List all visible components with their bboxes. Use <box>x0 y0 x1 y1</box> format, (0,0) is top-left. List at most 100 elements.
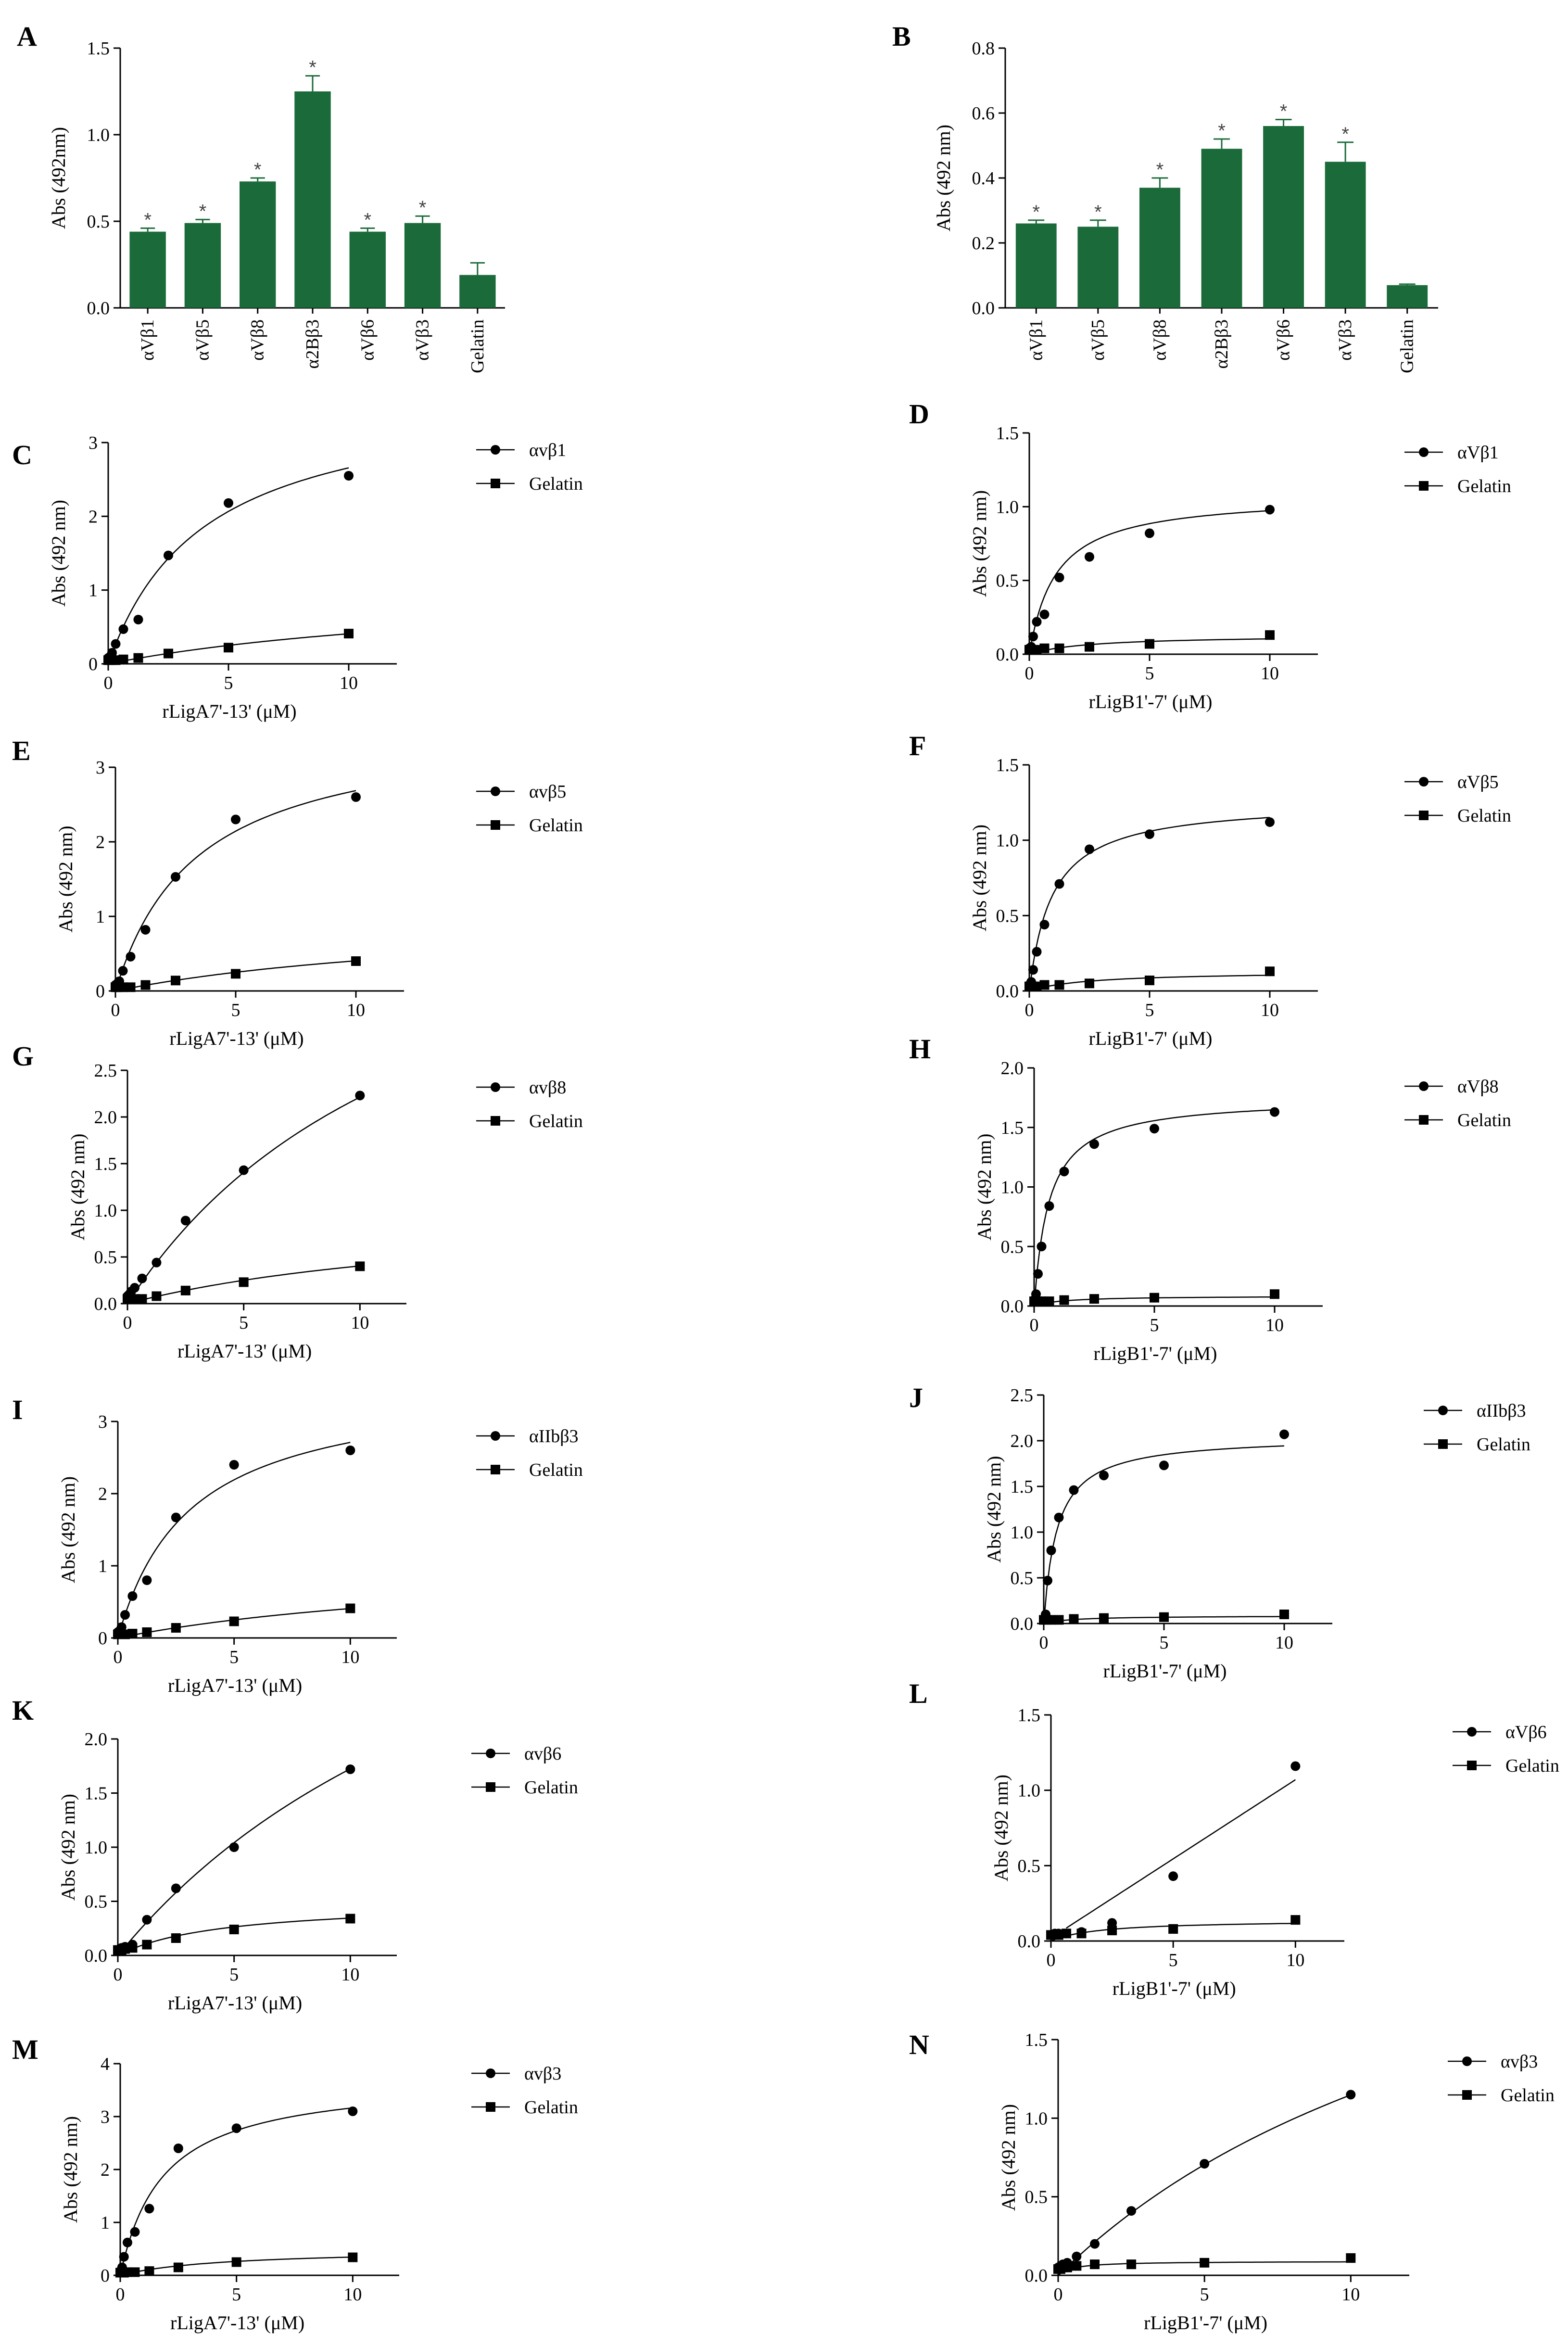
bar <box>404 223 441 308</box>
data-point <box>140 925 151 935</box>
data-point <box>1099 1471 1109 1481</box>
legend-label: Gelatin <box>1477 1434 1530 1455</box>
data-point <box>344 471 354 481</box>
y-tick-label: 1.0 <box>1011 1522 1034 1543</box>
data-point <box>1069 1485 1079 1495</box>
x-tick-label: αVβ1 <box>138 319 158 361</box>
legend-label: Gelatin <box>1457 476 1511 496</box>
legend-label: αvβ5 <box>529 782 566 802</box>
y-tick-label: 1.0 <box>94 1201 117 1221</box>
legend-marker <box>491 1465 500 1474</box>
y-tick-label: 2.0 <box>94 1107 117 1128</box>
data-point <box>118 624 128 634</box>
data-point <box>1054 1615 1064 1625</box>
y-tick-label: 0.5 <box>1018 1856 1041 1876</box>
data-point <box>1159 1460 1169 1471</box>
series-gelatin: Gelatin <box>123 1111 583 1305</box>
legend-label: Gelatin <box>529 474 583 494</box>
data-point <box>1279 1610 1289 1619</box>
x-tick-label: 10 <box>1261 663 1279 684</box>
x-tick-label: 10 <box>1341 2284 1360 2305</box>
data-point <box>130 2227 140 2237</box>
legend-marker <box>491 820 500 830</box>
binding-curve-panel-l: L 0.0 0.5 1.0 1.5 0 5 10 rLigB1'-7' (μM) Abs (492… <box>909 1678 1559 1999</box>
legend-marker <box>1419 811 1429 820</box>
y-tick-label: 0.2 <box>972 233 995 254</box>
significance-star: * <box>419 197 427 218</box>
data-point <box>1145 976 1154 986</box>
y-axis-label: Abs (492 nm) <box>55 825 76 932</box>
x-tick-label: 5 <box>224 673 233 693</box>
x-axis-label: rLigA7'-13' (μM) <box>162 700 296 722</box>
data-point <box>1089 1294 1099 1304</box>
binding-curve-panel-g: G 0.0 0.5 1.0 1.5 2.0 2.5 0 5 10 rLigA7'-13' (μM) A… <box>12 1040 583 1362</box>
legend-label: αVβ1 <box>1457 443 1499 463</box>
y-tick-label: 0 <box>89 654 98 674</box>
bar <box>1387 285 1428 308</box>
panel-label: E <box>12 735 31 766</box>
data-point <box>1085 552 1094 562</box>
bar <box>459 275 496 308</box>
data-point <box>127 1943 138 1953</box>
panel-label: D <box>909 398 929 430</box>
data-point <box>1265 817 1275 827</box>
data-point <box>1085 978 1094 989</box>
y-tick-label: 1.0 <box>1018 1781 1041 1801</box>
bar <box>1139 188 1180 308</box>
data-point <box>1039 609 1050 620</box>
bar <box>184 223 221 308</box>
bar <box>294 91 331 308</box>
data-point <box>1039 980 1050 990</box>
data-point <box>1037 1242 1047 1252</box>
data-point <box>224 643 233 653</box>
legend-marker <box>486 2068 495 2078</box>
bar <box>1077 227 1119 308</box>
fit-curve <box>126 1096 360 1304</box>
data-point <box>1044 1296 1054 1307</box>
panel-label: H <box>909 1033 931 1065</box>
x-tick-label: 10 <box>341 1965 359 1985</box>
fit-curve <box>1033 1109 1275 1307</box>
legend-label: αVβ8 <box>1457 1077 1499 1097</box>
panel-label: C <box>12 439 32 470</box>
series-gelatin: Gelatin <box>103 474 583 665</box>
data-point <box>171 1883 181 1893</box>
panel-label: B <box>892 21 911 52</box>
x-tick-label: 5 <box>229 1647 239 1667</box>
x-tick-label: αVβ5 <box>1088 319 1108 361</box>
data-point <box>1145 528 1154 538</box>
data-point <box>111 655 121 665</box>
data-point <box>133 615 143 624</box>
y-tick-label: 2.5 <box>94 1061 117 1081</box>
data-point <box>1072 2251 1082 2261</box>
x-tick-label: 0 <box>116 2284 125 2305</box>
data-point <box>1107 1918 1117 1928</box>
x-tick-label: αVβ6 <box>357 319 378 361</box>
data-point <box>1168 1871 1178 1881</box>
data-point <box>1062 2262 1072 2272</box>
data-point <box>1279 1429 1289 1439</box>
bar <box>1015 223 1057 308</box>
x-tick-label: 10 <box>351 1313 369 1333</box>
data-point <box>129 1294 139 1304</box>
legend-marker <box>1467 1761 1477 1770</box>
series-integrin: αIIbβ3 <box>1039 1401 1526 1624</box>
legend-marker <box>1419 481 1429 491</box>
binding-curve-panel-j: J 0.0 0.5 1.0 1.5 2.0 2.5 0 5 10 rLigB1'-7' (μM) Ab… <box>909 1382 1530 1682</box>
legend-label: Gelatin <box>524 1777 578 1798</box>
panel-label: F <box>909 730 926 761</box>
binding-curve-panel-e: E 0 1 2 3 0 5 10 rLigA7'-13' (μM) Abs (492 nm) αvβ… <box>12 735 583 1049</box>
data-point <box>120 1629 130 1639</box>
significance-star: * <box>1341 124 1349 145</box>
x-tick-label: αVβ1 <box>1026 319 1046 361</box>
y-axis-label: Abs (492 nm) <box>57 1794 79 1901</box>
data-point <box>1046 1546 1056 1555</box>
y-tick-label: 0.5 <box>85 1892 108 1912</box>
significance-star: * <box>1218 120 1226 141</box>
data-point <box>118 982 128 992</box>
y-axis-label: Abs (492 nm) <box>933 125 954 231</box>
y-tick-label: 0.0 <box>1018 1931 1041 1952</box>
bar <box>240 181 276 308</box>
significance-star: * <box>1156 159 1164 180</box>
y-axis-label: Abs (492 nm) <box>983 1456 1005 1562</box>
